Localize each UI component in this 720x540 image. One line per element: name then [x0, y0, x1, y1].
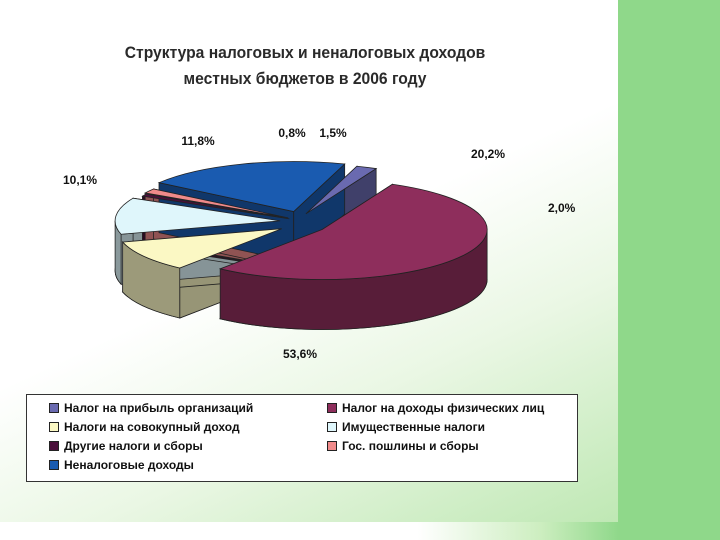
pie-slice-5: [143, 188, 289, 219]
legend-swatch-5: [327, 441, 337, 451]
legend-item-5: Гос. пошлины и сборы: [327, 437, 479, 455]
legend-swatch-1: [327, 403, 337, 413]
legend-item-3: Имущественные налоги: [327, 418, 485, 436]
pie-slice-0: [305, 165, 378, 215]
legend-label-4: Другие налоги и сборы: [64, 439, 203, 453]
pie-label-4: 0,8%: [278, 126, 306, 140]
legend-label-0: Налог на прибыль организаций: [64, 401, 254, 415]
legend-swatch-2: [49, 422, 59, 432]
legend-label-1: Налог на доходы физических лиц: [342, 401, 545, 415]
pie-label-5: 1,5%: [319, 126, 347, 140]
legend-label-3: Имущественные налоги: [342, 420, 485, 434]
pie-slice-6: [157, 161, 346, 212]
legend-label-2: Налоги на совокупный доход: [64, 420, 240, 434]
legend-swatch-4: [49, 441, 59, 451]
pie-label-6: 20,2%: [471, 147, 505, 161]
pie-label-0: 2,0%: [548, 201, 576, 215]
legend-label-6: Неналоговые доходы: [64, 458, 194, 472]
legend-item-6: Неналоговые доходы: [49, 456, 194, 474]
chart-title-line-1: Структура налоговых и неналоговых доходо…: [124, 43, 486, 62]
chart-legend: Налог на прибыль организаций Налог на дох…: [26, 394, 578, 482]
legend-swatch-0: [49, 403, 59, 413]
legend-swatch-6: [49, 460, 59, 470]
legend-item-0: Налог на прибыль организаций: [49, 399, 253, 417]
pie-slice-2: [121, 228, 282, 269]
chart-title: Структура налоговых и неналоговых доходо…: [80, 40, 531, 92]
legend-item-2: Налоги на совокупный доход: [49, 418, 240, 436]
pie-label-1: 53,6%: [283, 347, 317, 361]
legend-item-1: Налог на доходы физических лиц: [327, 399, 544, 417]
legend-label-5: Гос. пошлины и сборы: [342, 439, 479, 453]
pie-slice-1: [218, 183, 488, 280]
pie-label-3: 11,8%: [181, 134, 215, 148]
pie-slice-3: [114, 197, 281, 235]
legend-swatch-3: [327, 422, 337, 432]
legend-item-4: Другие налоги и сборы: [49, 437, 203, 455]
pie-slice-4: [141, 193, 290, 220]
chart-title-line-2: местных бюджетов в 2006 году: [183, 69, 427, 88]
pie-label-2: 10,1%: [63, 173, 97, 187]
